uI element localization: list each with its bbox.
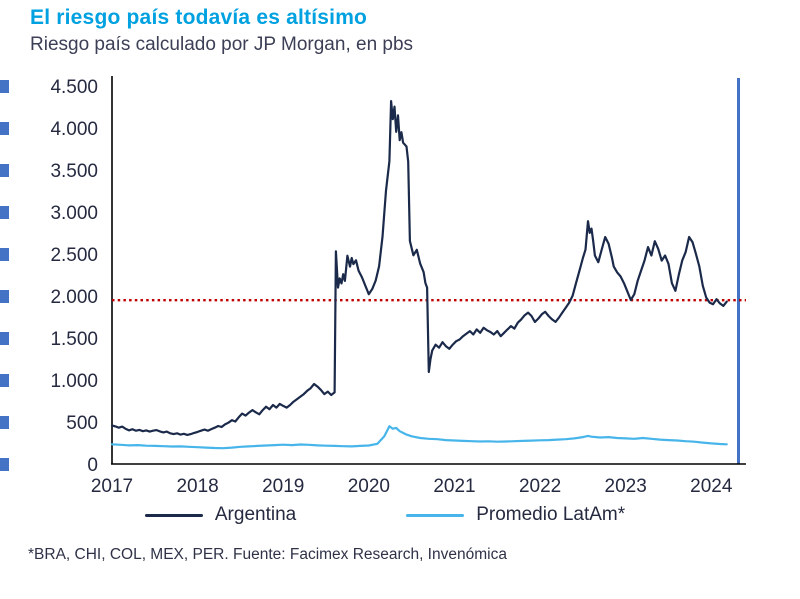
risk-chart: 0 500 1.000 1.500 2.000 2.500 3.000 3.500 4.000 4… xyxy=(0,60,800,505)
y-tick-label: 3.000 xyxy=(50,203,98,224)
legend-label-argentina: Argentina xyxy=(214,504,297,525)
y-tick-label: 2.000 xyxy=(50,287,98,308)
legend-item-argentina: Argentina xyxy=(144,504,297,526)
y-tick-label: 4.000 xyxy=(50,119,98,140)
x-tick-label: 2022 xyxy=(519,476,561,497)
legend-item-latam: Promedio LatAm* xyxy=(406,504,625,526)
page-title: El riesgo país todavía es altísimo xyxy=(30,6,368,29)
x-tick-label: 2019 xyxy=(262,476,304,497)
y-tick-label: 4.500 xyxy=(50,77,98,98)
selection-artifact xyxy=(0,458,9,471)
x-tick-label: 2018 xyxy=(176,476,218,497)
selection-artifact xyxy=(0,374,9,387)
selection-artifact xyxy=(0,206,9,219)
series-line-0 xyxy=(110,99,728,436)
x-tick-label: 2017 xyxy=(91,476,133,497)
selection-artifact xyxy=(0,164,9,177)
x-tick-label: 2024 xyxy=(690,476,733,497)
x-tick-label: 2021 xyxy=(433,476,475,497)
chart-canvas: 0 500 1.000 1.500 2.000 2.500 3.000 3.500 4.000 4… xyxy=(50,76,746,497)
y-tick-label: 2.500 xyxy=(50,245,98,266)
y-tick-label: 3.500 xyxy=(50,161,98,182)
y-tick-label: 500 xyxy=(66,413,98,434)
argentina-line-swatch xyxy=(144,513,203,517)
selection-artifact xyxy=(0,332,9,345)
series-line-1 xyxy=(110,425,728,450)
y-tick-label: 1.500 xyxy=(50,329,98,350)
x-tick-label: 2020 xyxy=(348,476,390,497)
chart-legend: Argentina Promedio LatAm* xyxy=(0,504,770,526)
latam-line-swatch xyxy=(406,513,465,517)
selection-artifact xyxy=(0,416,9,429)
selection-artifact xyxy=(0,122,9,135)
page-subtitle: Riesgo país calculado por JP Morgan, en … xyxy=(30,34,414,55)
source-footnote: *BRA, CHI, COL, MEX, PER. Fuente: Facime… xyxy=(28,546,507,563)
legend-label-latam: Promedio LatAm* xyxy=(476,504,626,525)
selection-artifact xyxy=(0,290,9,303)
selection-artifact xyxy=(0,80,9,93)
y-tick-label: 1.000 xyxy=(50,371,98,392)
y-tick-label: 0 xyxy=(87,455,98,476)
selection-artifact xyxy=(0,248,9,261)
x-tick-label: 2023 xyxy=(605,476,647,497)
